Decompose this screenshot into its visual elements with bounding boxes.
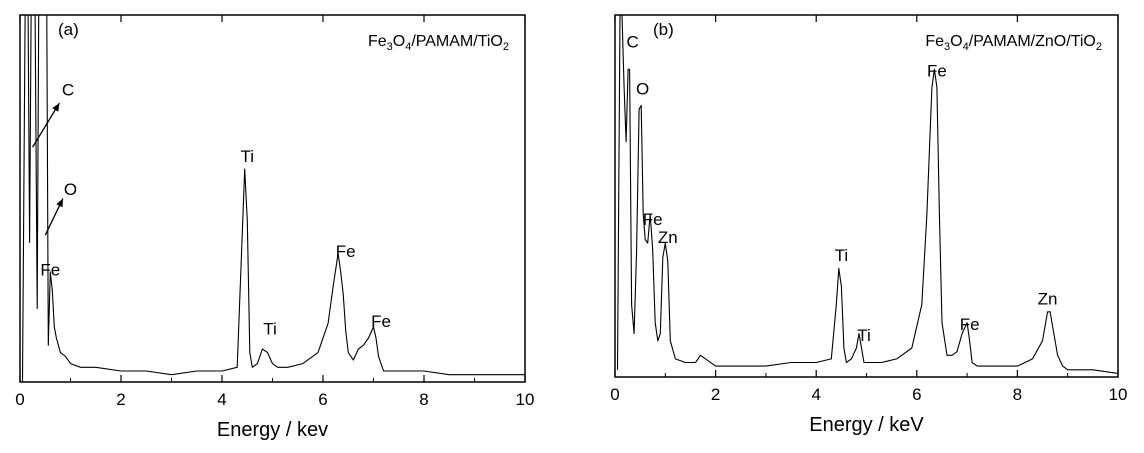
peak-label: Fe	[960, 315, 980, 334]
peak-label: Fe	[336, 242, 356, 261]
x-tick-label: 10	[1109, 385, 1128, 404]
x-axis-label: Energy / kev	[217, 419, 328, 441]
x-tick-label: 8	[419, 390, 428, 409]
peak-label: Zn	[658, 228, 678, 247]
peak-label: Fe	[371, 312, 391, 331]
peak-label: C	[626, 33, 638, 52]
peak-label: Ti	[240, 147, 254, 166]
peak-label: Fe	[40, 261, 60, 280]
sample-label-part: O	[393, 33, 405, 50]
x-tick-label: 8	[1013, 385, 1022, 404]
sample-label-part: 3	[387, 41, 393, 53]
x-tick-label: 0	[15, 390, 24, 409]
spectrum-line	[616, 15, 1118, 374]
sample-label-part: 4	[405, 41, 411, 53]
x-tick-label: 2	[711, 385, 720, 404]
x-tick-label: 10	[516, 390, 535, 409]
arrow-head	[52, 103, 60, 112]
sample-label-part: O	[950, 33, 962, 50]
sample-label-part: Fe	[925, 33, 944, 50]
x-tick-label: 0	[610, 385, 619, 404]
peak-label: Fe	[927, 62, 947, 81]
annotation-arrow	[32, 102, 60, 148]
plot-frame	[614, 14, 1119, 378]
peak-label: Ti	[263, 319, 277, 338]
sample-label: Fe3O4/PAMAM/TiO2	[368, 33, 509, 53]
sample-label-part: /PAMAM/TiO	[411, 33, 503, 50]
sample-label: Fe3O4/PAMAM/ZnO/TiO2	[925, 33, 1102, 53]
peak-label: Ti	[835, 246, 849, 265]
sample-label-part: 2	[503, 41, 509, 53]
peak-label: O	[64, 180, 77, 199]
sample-label-part: /PAMAM/ZnO/TiO	[969, 33, 1096, 50]
peak-label: C	[62, 81, 74, 100]
x-tick-label: 2	[116, 390, 125, 409]
panel-label: (b)	[653, 20, 674, 39]
sample-label-part: 4	[963, 41, 969, 53]
arrow-head	[56, 198, 63, 208]
sample-label-part: 2	[1096, 41, 1102, 53]
panel-label: (a)	[58, 20, 79, 39]
peak-label: Zn	[1038, 290, 1058, 309]
x-axis-label: Energy / keV	[809, 414, 924, 436]
sample-label-part: Fe	[368, 33, 387, 50]
sample-label-part: 3	[944, 41, 950, 53]
peak-label: Ti	[857, 326, 871, 345]
peak-label: O	[636, 80, 649, 99]
x-tick-label: 6	[318, 390, 327, 409]
x-tick-label: 4	[217, 390, 226, 409]
spectrum-line	[21, 15, 525, 382]
x-tick-label: 4	[811, 385, 820, 404]
x-tick-label: 6	[912, 385, 921, 404]
peak-label: Fe	[643, 210, 663, 229]
